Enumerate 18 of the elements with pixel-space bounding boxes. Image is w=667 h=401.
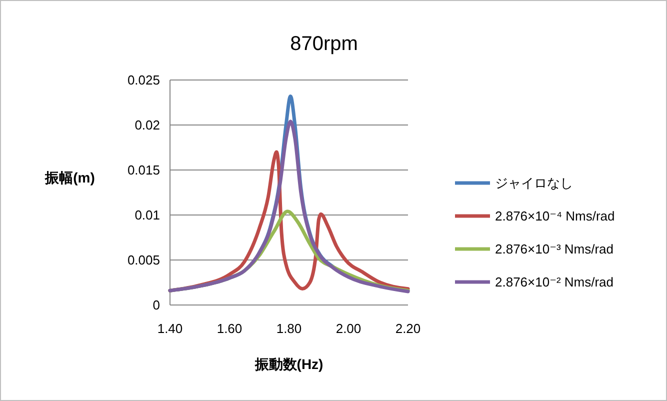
x-tick-label: 1.80 [276,321,302,336]
y-tick-label: 0.02 [134,118,160,133]
y-axis-title: 振幅(m) [44,170,95,186]
x-axis-title: 振動数(Hz) [254,356,324,372]
y-tick-label: 0 [152,298,160,313]
y-tick-label: 0.025 [127,72,160,88]
legend-label: ジャイロなし [495,176,573,191]
legend-label: 2.876×10⁻² Nms/rad [495,274,614,290]
x-tick-label: 2.20 [395,321,421,336]
y-tick-label: 0.015 [127,162,160,178]
x-tick-label: 1.40 [157,321,183,336]
y-tick-label: 0.005 [127,252,160,268]
y-tick-label: 0.01 [134,208,160,223]
legend-label: 2.876×10⁻³ Nms/rad [495,242,614,257]
x-tick-label: 2.00 [336,321,362,336]
legend-label: 2.876×10⁻⁴ Nms/rad [495,208,615,224]
chart-title: 870rpm [290,33,358,55]
x-tick-label: 1.60 [216,321,242,336]
